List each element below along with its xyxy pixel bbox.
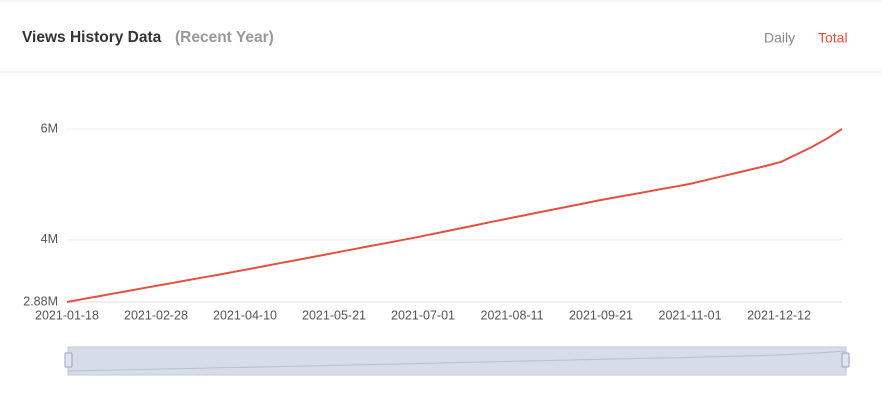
x-tick-label: 2021-05-21 (302, 308, 366, 322)
navigator-handle-right[interactable] (841, 352, 850, 368)
x-tick-label: 2021-11-01 (659, 308, 722, 322)
x-tick-label: 2021-02-28 (124, 308, 188, 322)
total-button[interactable]: Total (818, 30, 848, 46)
navigator-line (67, 350, 847, 372)
y-tick-label: 6M (41, 121, 58, 135)
navigator-handle-left[interactable] (64, 352, 73, 368)
card-subtitle: (Recent Year) (175, 29, 274, 46)
x-tick-label: 2021-08-11 (481, 308, 544, 322)
navigator-window[interactable] (67, 346, 847, 376)
x-tick-label: 2021-01-18 (35, 308, 99, 322)
x-tick-label: 2021-04-10 (213, 308, 277, 322)
y-tick-label: 2.88M (23, 294, 58, 308)
daily-button[interactable]: Daily (764, 30, 795, 46)
plot: 2.88M 4M 6M 2021-01-18 2021-02-28 2021-04-10 2… (23, 121, 843, 322)
x-tick-label: 2021-09-21 (569, 308, 633, 322)
navigator[interactable] (64, 346, 850, 376)
x-tick-label: 2021-12-12 (747, 308, 811, 322)
x-tick-label: 2021-07-01 (391, 308, 455, 322)
card-title: Views History Data (22, 29, 162, 46)
data-line (66, 128, 843, 303)
y-tick-label: 4M (41, 232, 58, 246)
